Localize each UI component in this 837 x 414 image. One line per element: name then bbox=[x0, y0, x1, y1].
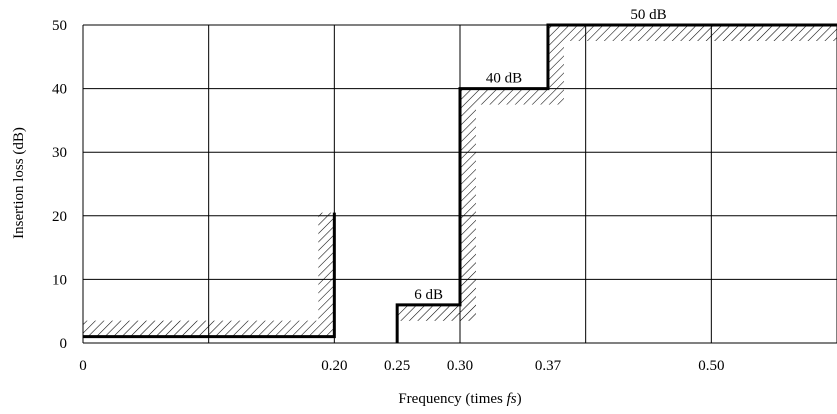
x-tick-label: 0.37 bbox=[535, 358, 562, 374]
y-tick-label: 40 bbox=[52, 82, 67, 98]
y-tick-label: 10 bbox=[52, 272, 67, 288]
passband-limit-line bbox=[83, 212, 336, 339]
y-tick-label: 50 bbox=[52, 18, 67, 34]
tick-labels: 0 0.20 0.25 0.30 0.37 0.50 0 10 20 30 40 50 bbox=[52, 18, 724, 374]
x-tick-label: 0.30 bbox=[447, 358, 473, 374]
level-annotation: 40 dB bbox=[486, 71, 522, 87]
stopband-hatch-6db bbox=[397, 304, 460, 321]
y-tick-label: 30 bbox=[52, 145, 67, 161]
passband-hatch-vertical bbox=[318, 212, 335, 321]
y-axis-title: Insertion loss (dB) bbox=[11, 127, 27, 239]
stopband-hatch-40db bbox=[476, 88, 548, 105]
annotations: 6 dB 40 dB 50 dB bbox=[414, 7, 666, 303]
stopband-hatch-50db bbox=[563, 25, 837, 41]
y-tick-label: 20 bbox=[52, 209, 67, 225]
limit-curves bbox=[83, 23, 837, 343]
stopband-hatch-rise-40 bbox=[460, 88, 476, 321]
y-tick-label: 0 bbox=[60, 336, 68, 352]
level-annotation: 6 dB bbox=[414, 287, 443, 303]
stopband-hatch-rise-50 bbox=[547, 25, 564, 105]
passband-hatch-horizontal bbox=[83, 320, 335, 337]
x-tick-label: 0.25 bbox=[384, 358, 410, 374]
stopband-limit-line bbox=[395, 23, 837, 343]
hatch-regions bbox=[83, 25, 837, 337]
level-annotation: 50 dB bbox=[630, 7, 666, 23]
x-tick-label: 0 bbox=[79, 358, 87, 374]
x-tick-label: 0.50 bbox=[698, 358, 724, 374]
x-axis-title: Frequency (times fs) bbox=[398, 391, 521, 407]
x-tick-label: 0.20 bbox=[321, 358, 347, 374]
